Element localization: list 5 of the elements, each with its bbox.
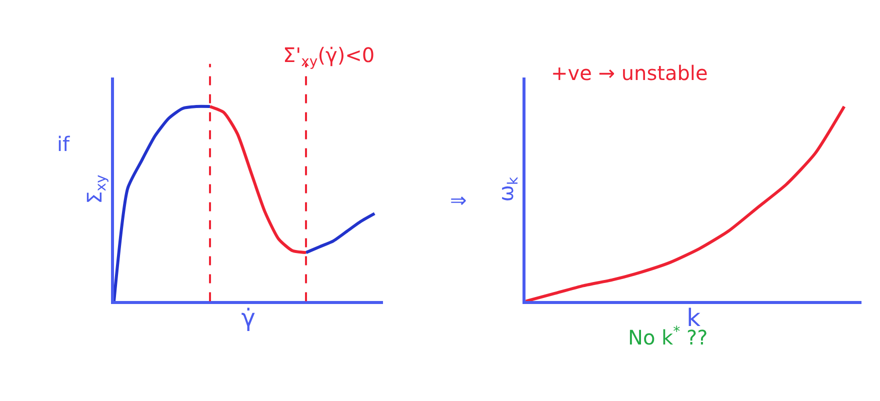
text: ⇒ [450, 188, 467, 212]
text: if [57, 132, 71, 156]
text: +ve → unstable [551, 61, 708, 85]
text: Σ'$_{xy}$(γ̇)<0 [283, 43, 375, 70]
x-axis-title: γ̇ [241, 304, 256, 332]
